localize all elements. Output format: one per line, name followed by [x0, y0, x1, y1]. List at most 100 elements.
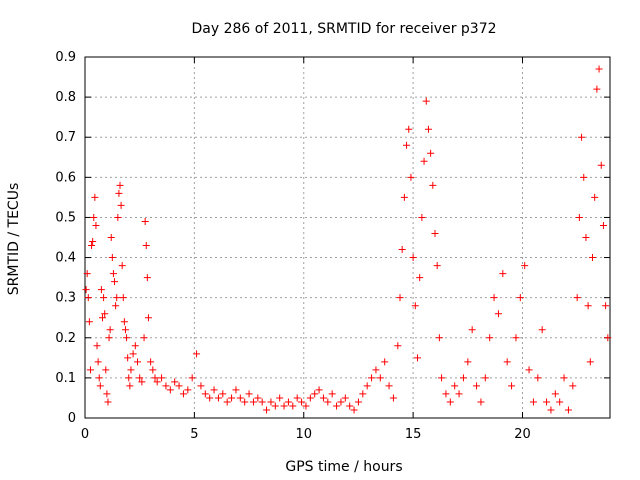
data-point: [219, 390, 227, 398]
data-point: [123, 334, 131, 342]
data-point: [398, 246, 406, 254]
data-point: [438, 374, 446, 382]
data-point: [113, 294, 121, 302]
data-point: [101, 310, 109, 318]
data-point: [214, 394, 222, 402]
data-point: [503, 358, 511, 366]
data-point: [118, 262, 126, 270]
data-point: [538, 326, 546, 334]
data-point: [324, 398, 332, 406]
data-point: [494, 310, 502, 318]
x-tick-label: 10: [295, 427, 312, 442]
axis-ticks: 0 0.1 0.2 0.3 0.4 0.5 0.6 0.7 0.8 0.9 0 5 10 15 20: [55, 50, 610, 442]
data-point: [91, 193, 99, 201]
data-point: [350, 406, 358, 414]
data-point: [328, 390, 336, 398]
data-point: [119, 294, 127, 302]
data-point: [363, 382, 371, 390]
data-point: [409, 254, 417, 262]
x-tick-label: 15: [405, 427, 422, 442]
y-axis-label: SRMTID / TECUs: [6, 183, 22, 296]
data-point: [142, 242, 150, 250]
data-point: [446, 398, 454, 406]
data-point: [293, 394, 301, 402]
data-point: [481, 374, 489, 382]
data-point: [188, 374, 196, 382]
data-point: [97, 286, 105, 294]
data-point: [396, 294, 404, 302]
data-point: [400, 193, 408, 201]
data-point: [258, 398, 266, 406]
data-point: [149, 366, 157, 374]
data-point: [341, 394, 349, 402]
data-point: [597, 161, 605, 169]
data-point: [179, 390, 187, 398]
data-point: [556, 398, 564, 406]
data-point: [228, 394, 236, 402]
x-tick-label: 20: [514, 427, 531, 442]
data-point: [477, 398, 485, 406]
data-point: [116, 181, 124, 189]
data-point: [385, 382, 393, 390]
data-point: [85, 318, 93, 326]
data-point: [125, 374, 133, 382]
data-point: [311, 390, 319, 398]
data-point: [431, 229, 439, 237]
data-point: [418, 213, 426, 221]
data-point: [486, 334, 494, 342]
data-point: [103, 390, 111, 398]
y-tick-label: 0.7: [55, 130, 76, 145]
x-tick-label: 0: [81, 427, 89, 442]
y-tick-label: 0.8: [55, 90, 76, 105]
data-point: [89, 238, 97, 246]
data-point: [551, 390, 559, 398]
data-point: [429, 181, 437, 189]
data-point: [435, 334, 443, 342]
y-tick-label: 0.9: [55, 50, 76, 65]
data-point: [241, 398, 249, 406]
data-point: [117, 201, 125, 209]
data-point: [420, 157, 428, 165]
data-point: [111, 278, 119, 286]
y-tick-label: 0.2: [55, 331, 76, 346]
data-point: [534, 374, 542, 382]
data-points: [82, 65, 612, 414]
data-point: [560, 374, 568, 382]
data-point: [586, 358, 594, 366]
data-point: [599, 221, 607, 229]
data-point: [276, 394, 284, 402]
data-point: [346, 402, 354, 410]
data-point: [96, 382, 104, 390]
data-point: [136, 374, 144, 382]
data-point: [564, 406, 572, 414]
data-point: [464, 358, 472, 366]
data-point: [106, 326, 114, 334]
data-point: [115, 189, 123, 197]
data-point: [516, 294, 524, 302]
data-point: [359, 390, 367, 398]
data-point: [83, 270, 91, 278]
data-point: [381, 358, 389, 366]
data-point: [108, 254, 116, 262]
data-point: [271, 402, 279, 410]
data-point: [254, 394, 262, 402]
data-point: [84, 294, 92, 302]
data-point: [120, 318, 128, 326]
plot-frame: [84, 56, 611, 419]
data-point: [604, 334, 612, 342]
data-point: [459, 374, 467, 382]
data-point: [569, 382, 577, 390]
data-point: [201, 390, 209, 398]
data-point: [141, 217, 149, 225]
data-point: [337, 398, 345, 406]
data-point: [424, 125, 432, 133]
data-point: [529, 398, 537, 406]
data-point: [245, 390, 253, 398]
data-point: [333, 402, 341, 410]
data-point: [354, 398, 362, 406]
data-point: [127, 366, 135, 374]
data-point: [547, 406, 555, 414]
data-point: [319, 394, 327, 402]
grid: [85, 57, 610, 418]
